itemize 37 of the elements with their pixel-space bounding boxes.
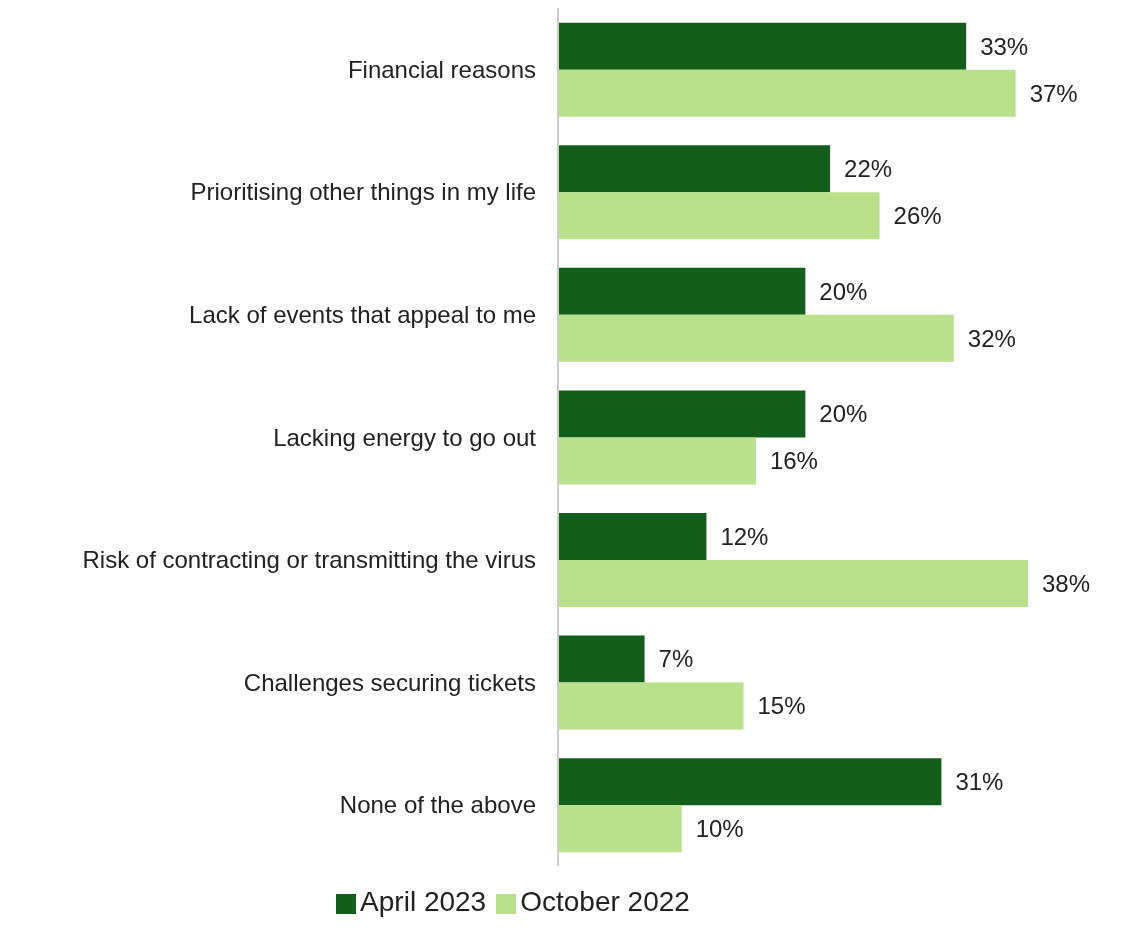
data-label: 7% bbox=[658, 645, 694, 673]
legend-label: October 2022 bbox=[520, 886, 690, 917]
bar bbox=[558, 390, 806, 438]
data-label: 22% bbox=[844, 155, 893, 183]
data-label: 32% bbox=[967, 324, 1016, 352]
data-label: 26% bbox=[893, 202, 942, 230]
data-label: 31% bbox=[955, 768, 1004, 796]
bar bbox=[558, 805, 682, 853]
y-tick-label: Lack of events that appeal to me bbox=[189, 300, 536, 328]
y-tick-label: Risk of contracting or transmitting the virus bbox=[82, 546, 536, 574]
bar bbox=[558, 145, 831, 193]
bar bbox=[558, 314, 954, 362]
y-tick-label: Prioritising other things in my life bbox=[190, 178, 536, 206]
bar bbox=[558, 758, 942, 806]
data-label: 20% bbox=[819, 400, 868, 428]
bar bbox=[558, 512, 707, 560]
data-label: 20% bbox=[819, 277, 868, 305]
data-label: 33% bbox=[980, 32, 1029, 60]
bar bbox=[558, 635, 645, 683]
data-label: 12% bbox=[720, 522, 769, 550]
data-label: 37% bbox=[1029, 79, 1078, 107]
bar bbox=[558, 682, 744, 730]
y-tick-label: None of the above bbox=[339, 791, 536, 819]
bar bbox=[558, 22, 967, 70]
data-label: 15% bbox=[757, 692, 806, 720]
y-tick-label: Lacking energy to go out bbox=[273, 423, 537, 451]
y-tick-label: Financial reasons bbox=[347, 55, 536, 83]
data-label: 10% bbox=[695, 815, 744, 843]
data-label: 16% bbox=[769, 447, 818, 475]
legend-label: April 2023 bbox=[360, 886, 487, 917]
bar bbox=[558, 437, 756, 485]
y-tick-label: Challenges securing tickets bbox=[243, 668, 536, 696]
bar bbox=[558, 192, 880, 240]
data-label: 38% bbox=[1042, 569, 1091, 597]
bar bbox=[558, 559, 1028, 607]
bar bbox=[558, 69, 1016, 117]
bar bbox=[558, 267, 806, 315]
